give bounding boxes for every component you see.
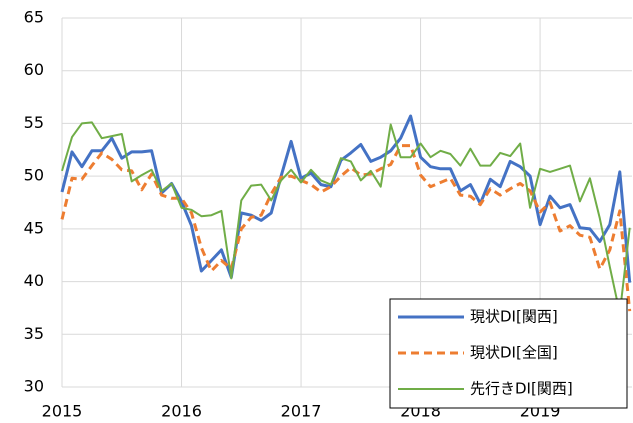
- series-line: [60, 144, 632, 312]
- y-tick-label: 30: [24, 377, 44, 396]
- y-tick-label: 40: [24, 271, 44, 290]
- y-tick-label: 45: [24, 218, 44, 237]
- y-tick-label: 35: [24, 324, 44, 343]
- x-tick-label: 2015: [42, 402, 83, 421]
- y-tick-label: 50: [24, 166, 44, 185]
- legend-label: 先行きDI[関西]: [470, 380, 573, 398]
- x-tick-label: 2016: [161, 402, 202, 421]
- y-tick-label: 60: [24, 60, 44, 79]
- legend: 現状DI[関西] 現状DI[全国] 先行きDI[関西]: [389, 298, 628, 409]
- series-line: [61, 121, 631, 315]
- x-tick-label: 2017: [281, 402, 322, 421]
- series-line: [60, 114, 632, 283]
- legend-label: 現状DI[関西]: [470, 308, 558, 326]
- y-tick-label: 65: [24, 8, 44, 27]
- y-tick-label: 55: [24, 113, 44, 132]
- legend-label: 現状DI[全国]: [470, 344, 558, 362]
